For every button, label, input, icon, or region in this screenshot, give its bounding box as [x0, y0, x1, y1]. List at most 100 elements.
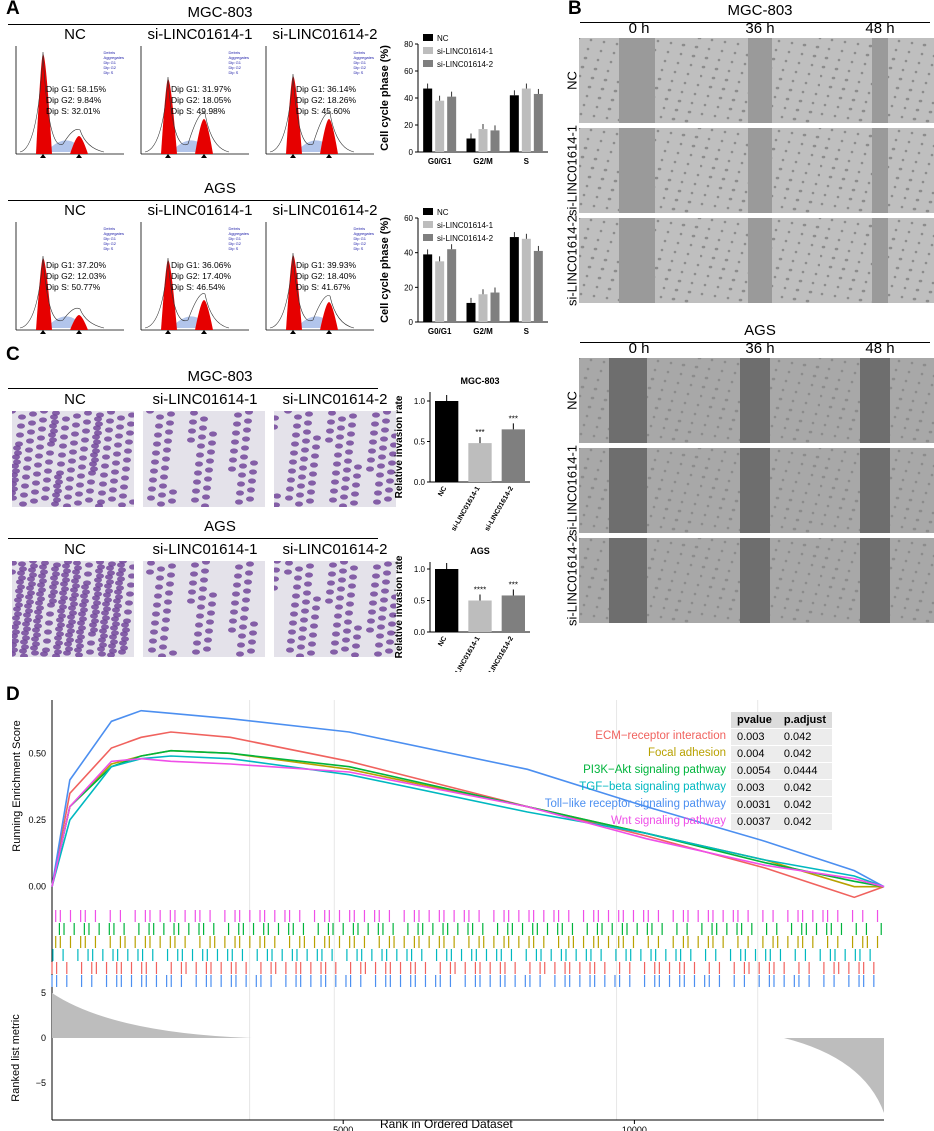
cell-dot — [814, 502, 818, 506]
cell-dot — [733, 231, 737, 235]
cell-stain — [64, 641, 72, 647]
cell-stain — [53, 497, 61, 503]
scratch-svg — [700, 218, 821, 303]
cell-stain — [63, 568, 71, 574]
cell-dot — [903, 426, 907, 430]
cell-stain — [98, 637, 106, 643]
cell-dot — [801, 270, 805, 274]
legend-entry: Dip G2 — [353, 241, 366, 246]
cell-dot — [864, 280, 868, 284]
cell-stain — [88, 631, 96, 637]
cell-dot — [696, 403, 700, 407]
cell-dot — [714, 247, 718, 251]
cell-stain — [58, 613, 66, 619]
cell-stain — [389, 612, 396, 618]
cell-dot — [731, 418, 735, 422]
cell-stain — [299, 465, 307, 471]
cell-dot — [821, 155, 825, 159]
cell-stain — [194, 470, 202, 476]
cell-dot — [800, 372, 804, 376]
cell-stain — [345, 610, 353, 616]
cell-dot — [596, 558, 600, 562]
category-label: si-LINC01614-2 — [484, 485, 515, 532]
cell-dot — [720, 229, 724, 233]
cell-dot — [798, 509, 802, 513]
category-label: si-LINC01614-1 — [451, 485, 482, 532]
legend-entry: Dip G1 — [228, 60, 241, 65]
cell-stain — [51, 501, 59, 507]
cell-dot — [586, 137, 590, 141]
cell-dot — [924, 401, 928, 405]
cell-dot — [674, 108, 678, 112]
group-title: AGS — [204, 180, 236, 197]
cell-stain — [302, 599, 310, 605]
cell-dot — [744, 190, 748, 194]
cell-dot — [720, 549, 724, 553]
cell-dot — [579, 112, 583, 116]
cell-dot — [777, 359, 781, 363]
cell-dot — [673, 390, 677, 394]
cell-dot — [924, 171, 928, 175]
cell-dot — [583, 56, 587, 60]
cell-stain — [384, 496, 392, 502]
cell-dot — [828, 585, 832, 589]
cell-stain — [103, 592, 111, 598]
cell-dot — [917, 61, 921, 65]
cell-dot — [690, 601, 694, 605]
histogram-stats: Dip G1: 37.20% Dip G2: 12.03% Dip S: 50.77… — [46, 260, 106, 293]
cell-dot — [684, 529, 688, 533]
cell-dot — [821, 385, 825, 389]
g2-peak — [195, 119, 213, 154]
cell-dot — [826, 414, 830, 418]
cell-dot — [805, 209, 809, 213]
cell-stain — [12, 615, 20, 621]
cell-dot — [848, 197, 852, 201]
cell-dot — [700, 74, 703, 78]
stat-line: Dip S: 46.54% — [171, 282, 226, 292]
cell-dot — [841, 87, 845, 91]
cell-dot — [924, 581, 928, 585]
cell-stain — [192, 649, 200, 655]
panel-label-d: D — [6, 684, 20, 705]
cell-dot — [778, 397, 782, 401]
transwell-image — [143, 411, 265, 507]
cell-stain — [274, 493, 281, 499]
cell-dot — [706, 594, 710, 598]
cell-dot — [659, 615, 663, 619]
cell-dot — [788, 268, 792, 272]
cell-stain — [244, 579, 252, 585]
cell-stain — [29, 561, 37, 564]
cell-stain — [13, 620, 21, 626]
cell-dot — [673, 570, 677, 574]
cell-dot — [784, 559, 788, 563]
cell-dot — [844, 488, 848, 492]
cell-stain — [94, 416, 102, 422]
cell-stain — [35, 600, 43, 606]
cell-stain — [66, 637, 74, 643]
cell-stain — [14, 597, 22, 603]
cell-stain — [368, 609, 376, 615]
cell-dot — [858, 208, 862, 212]
cell-dot — [795, 608, 799, 612]
cell-dot — [838, 596, 842, 600]
cell-dot — [745, 143, 749, 147]
cell-dot — [686, 572, 690, 576]
cell-stain — [36, 605, 44, 611]
panel-label-a: A — [6, 0, 20, 19]
cell-dot — [671, 117, 675, 121]
cell-dot — [784, 59, 788, 63]
cell-dot — [736, 452, 740, 456]
cell-stain — [290, 450, 298, 456]
metric-area — [52, 993, 884, 1113]
cell-dot — [895, 176, 899, 180]
cell-stain — [291, 602, 299, 608]
cell-dot — [663, 59, 667, 63]
category-label: si-LINC01614-2 — [484, 635, 515, 672]
cell-stain — [73, 413, 81, 419]
cell-dot — [812, 234, 816, 238]
cell-dot — [610, 188, 614, 192]
cell-dot — [810, 153, 814, 157]
cell-stain — [333, 461, 341, 467]
cell-dot — [583, 376, 587, 380]
